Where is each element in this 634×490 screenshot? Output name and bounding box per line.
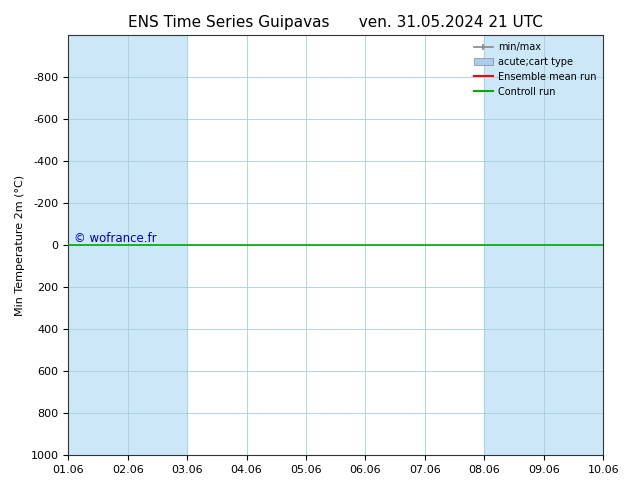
Text: © wofrance.fr: © wofrance.fr — [74, 232, 156, 245]
Bar — [68, 35, 187, 455]
Title: ENS Time Series Guipavas      ven. 31.05.2024 21 UTC: ENS Time Series Guipavas ven. 31.05.2024… — [128, 15, 543, 30]
Legend: min/max, acute;cart type, Ensemble mean run, Controll run: min/max, acute;cart type, Ensemble mean … — [470, 38, 600, 100]
Bar — [484, 35, 603, 455]
Y-axis label: Min Temperature 2m (°C): Min Temperature 2m (°C) — [15, 175, 25, 316]
